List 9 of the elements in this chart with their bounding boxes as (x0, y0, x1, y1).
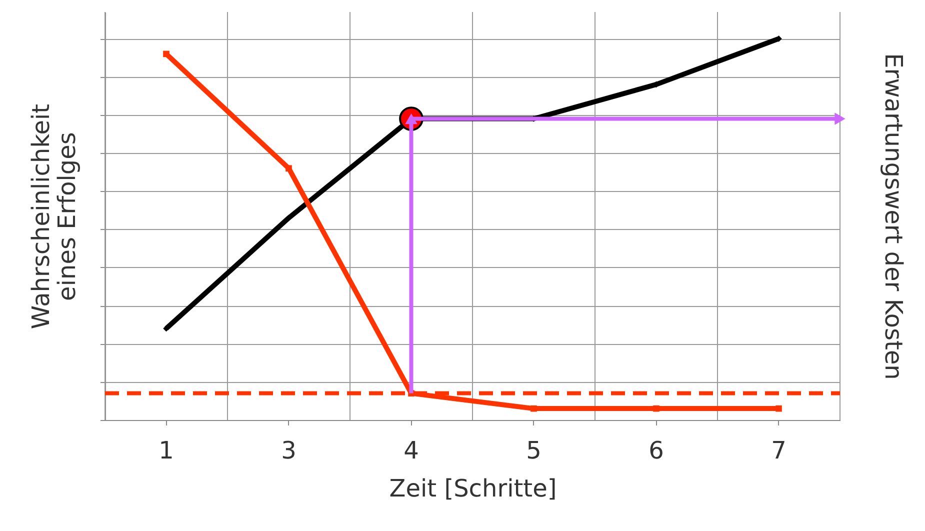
x-tick-label: 3 (281, 436, 296, 464)
y2-axis-title: Erwartungswert der Kosten (880, 53, 908, 380)
x-axis-title: Zeit [Schritte] (389, 474, 557, 502)
x-tick-label: 6 (648, 436, 664, 464)
x-tick-label: 7 (771, 436, 786, 464)
x-tick-label: 5 (526, 436, 542, 464)
y-axis-title: Wahrscheinlichkeit eines Erfolges (27, 104, 81, 330)
x-tick-label: 4 (404, 436, 419, 464)
x-tick-label: 1 (158, 436, 174, 464)
